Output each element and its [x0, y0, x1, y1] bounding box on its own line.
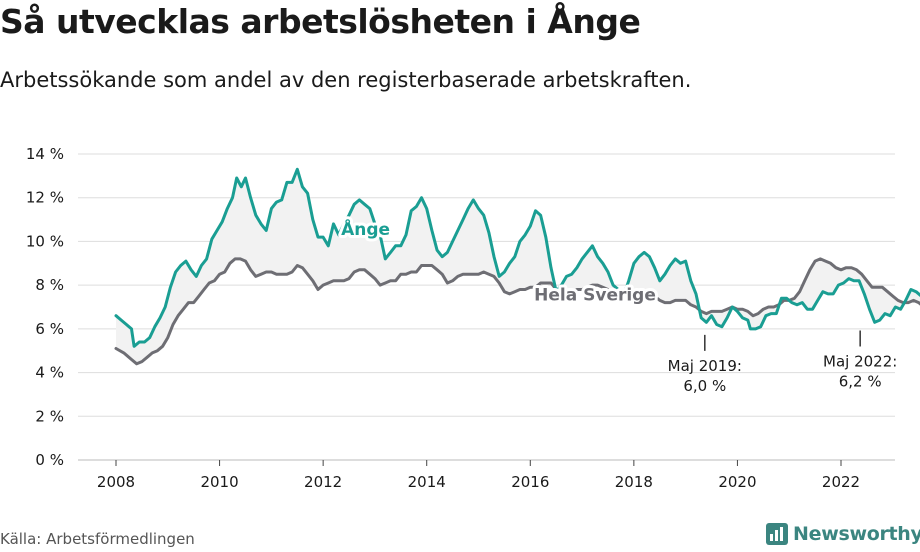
x-tick-label: 2020 — [718, 473, 756, 491]
series-line-hela-sverige — [114, 257, 920, 366]
series-label-ange: Ånge — [341, 217, 390, 240]
y-tick-label: 6 % — [35, 320, 64, 338]
source-note: Källa: Arbetsförmedlingen — [0, 530, 195, 548]
series-label-hela-sverige: Hela Sverige — [534, 285, 656, 305]
y-tick-label: 2 % — [35, 407, 64, 425]
newsworthy-brand[interactable]: Newsworthy — [766, 520, 920, 548]
y-tick-label: 14 % — [26, 145, 64, 163]
difference-band — [116, 169, 920, 364]
may-2022-annotation: Maj 2022: 6,2 % — [823, 352, 897, 390]
x-tick-label: 2014 — [408, 473, 446, 491]
may-2022-annotation-line1: Maj 2022: — [823, 352, 897, 370]
newsworthy-logo-icon — [766, 523, 788, 545]
x-tick-label: 2022 — [822, 473, 860, 491]
x-tick-label: 2018 — [615, 473, 653, 491]
series-line-ange — [114, 167, 920, 348]
may-2019-annotation: Maj 2019: 6,0 % — [668, 357, 742, 395]
y-tick-label: 12 % — [26, 189, 64, 207]
newsworthy-brand-text: Newsworthy — [793, 523, 920, 545]
may-2019-annotation-line1: Maj 2019: — [668, 357, 742, 375]
x-tick-label: 2010 — [200, 473, 238, 491]
may-2022-annotation-line2: 6,2 % — [839, 372, 882, 390]
page-subtitle: Arbetssökande som andel av den registerb… — [0, 68, 692, 92]
page-title: Så utvecklas arbetslösheten i Ånge — [0, 2, 641, 41]
x-tick-label: 2008 — [97, 473, 135, 491]
x-tick-label: 2012 — [304, 473, 342, 491]
x-tick-label: 2016 — [511, 473, 549, 491]
y-tick-label: 8 % — [35, 276, 64, 294]
may-2019-annotation-line2: 6,0 % — [683, 377, 726, 395]
y-tick-label: 4 % — [35, 364, 64, 382]
y-tick-label: 10 % — [26, 232, 64, 250]
y-tick-label: 0 % — [35, 451, 64, 469]
